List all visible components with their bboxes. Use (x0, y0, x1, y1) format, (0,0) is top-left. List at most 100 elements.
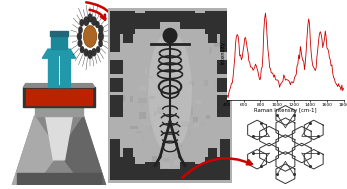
Bar (205, 11, 230, 34)
Bar (110, 34, 120, 51)
Bar (191, 106, 193, 115)
Bar (144, 68, 147, 75)
Bar (122, 148, 133, 157)
Bar (130, 96, 133, 102)
Bar (125, 159, 129, 161)
Bar (220, 34, 230, 51)
Bar (136, 131, 142, 133)
Circle shape (87, 14, 93, 22)
Bar (208, 149, 217, 153)
Bar (157, 107, 164, 114)
Bar (167, 114, 169, 116)
Bar (206, 115, 210, 119)
Ellipse shape (148, 30, 192, 153)
Bar (135, 13, 145, 29)
Bar (118, 18, 121, 23)
Polygon shape (59, 116, 105, 185)
Bar (188, 84, 192, 92)
Bar (119, 36, 126, 44)
Bar (152, 156, 157, 164)
Bar (218, 78, 230, 92)
Bar (110, 157, 135, 180)
Circle shape (91, 17, 97, 26)
Polygon shape (17, 173, 101, 185)
Bar (195, 13, 205, 29)
Bar (193, 117, 198, 123)
Circle shape (98, 32, 104, 41)
Bar (135, 164, 145, 180)
Bar (210, 103, 212, 107)
Bar (110, 139, 120, 157)
Bar (186, 40, 188, 46)
Bar (113, 37, 115, 39)
Bar (173, 153, 176, 160)
Bar (113, 150, 116, 152)
Bar (189, 15, 193, 22)
Bar (201, 122, 205, 127)
Bar (139, 112, 146, 119)
Bar (158, 169, 180, 180)
Ellipse shape (162, 28, 178, 44)
Polygon shape (46, 116, 72, 160)
Bar (110, 60, 122, 74)
Bar (163, 158, 169, 160)
Bar (188, 129, 191, 135)
Bar (190, 20, 194, 28)
Bar (161, 59, 168, 61)
Bar (189, 68, 191, 75)
Bar (174, 159, 179, 166)
Bar (119, 101, 126, 103)
Bar (139, 86, 146, 91)
Circle shape (98, 25, 103, 33)
Bar (145, 160, 151, 164)
Bar (174, 125, 179, 132)
Bar (188, 81, 194, 86)
Circle shape (96, 46, 100, 53)
Polygon shape (12, 116, 105, 185)
Bar (205, 158, 211, 160)
Bar (176, 143, 182, 147)
Polygon shape (26, 89, 92, 105)
Bar (208, 148, 218, 157)
Circle shape (78, 26, 83, 33)
Bar (154, 111, 156, 116)
Bar (194, 121, 199, 127)
Bar (204, 80, 209, 86)
Bar (215, 81, 223, 87)
Bar (110, 95, 122, 117)
Bar (120, 102, 125, 106)
Polygon shape (50, 31, 68, 36)
Bar (149, 125, 153, 132)
Bar (220, 139, 230, 157)
Bar (170, 88, 176, 96)
Bar (130, 126, 138, 129)
Bar (180, 11, 195, 29)
Bar (138, 98, 147, 103)
Bar (145, 162, 160, 180)
Bar (154, 121, 161, 125)
Circle shape (79, 19, 84, 26)
Bar (181, 121, 189, 128)
Bar (140, 100, 143, 108)
Bar (149, 76, 153, 79)
Polygon shape (42, 49, 76, 58)
Bar (163, 89, 168, 93)
Bar (144, 123, 151, 125)
Bar (180, 59, 182, 65)
Y-axis label: Intensity: Intensity (221, 41, 226, 64)
Bar (116, 108, 120, 115)
Polygon shape (51, 36, 67, 49)
Circle shape (87, 50, 93, 59)
Bar (110, 11, 135, 34)
Bar (218, 110, 221, 113)
Circle shape (80, 46, 84, 53)
Bar (169, 85, 171, 92)
Polygon shape (12, 116, 59, 185)
Bar (195, 100, 202, 104)
Bar (167, 133, 174, 135)
Bar (176, 53, 181, 61)
Bar (214, 42, 220, 47)
Bar (171, 105, 174, 109)
Bar (157, 165, 162, 170)
Polygon shape (48, 58, 70, 87)
